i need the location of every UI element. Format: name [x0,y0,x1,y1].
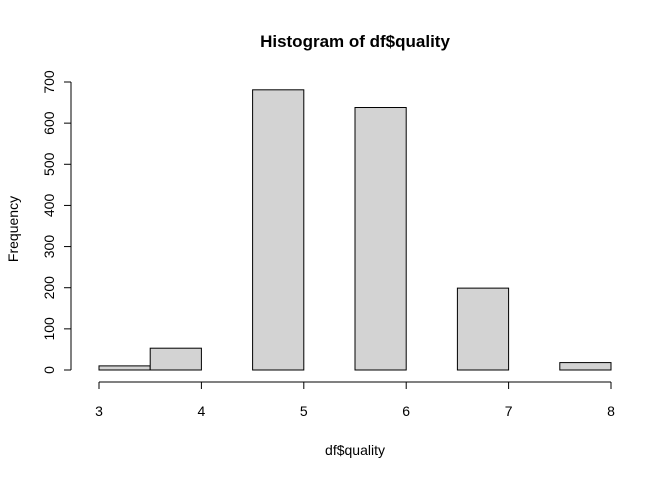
x-tick-label: 6 [402,403,410,419]
y-tick-label: 0 [41,366,57,374]
y-tick-label: 200 [41,276,57,300]
y-axis: 0 100 200 300 400 500 600 700 [41,70,72,374]
histogram-bar-7 [456,287,510,371]
x-tick-label: 8 [607,403,615,419]
histogram-bar-3 [252,89,305,371]
chart-title: Histogram of df$quality [260,32,450,51]
histogram-bar-5 [354,107,407,371]
histogram-bar-9 [559,362,612,371]
y-tick-label: 600 [41,111,57,135]
x-tick-label: 7 [505,403,513,419]
x-tick-label: 5 [300,403,308,419]
histogram-bar-0 [98,365,151,371]
y-tick-label: 300 [41,235,57,259]
histogram-bar-1 [149,347,202,371]
x-axis: 3 4 5 6 7 8 [95,381,615,419]
y-tick-label: 700 [41,70,57,94]
x-axis-label: df$quality [325,442,385,458]
y-axis-label: Frequency [5,196,21,262]
y-tick-label: 100 [41,317,57,341]
y-tick-label: 400 [41,194,57,218]
bars-group [98,89,612,371]
x-tick-label: 4 [198,403,206,419]
y-tick-label: 500 [41,152,57,176]
x-tick-label: 3 [95,403,103,419]
